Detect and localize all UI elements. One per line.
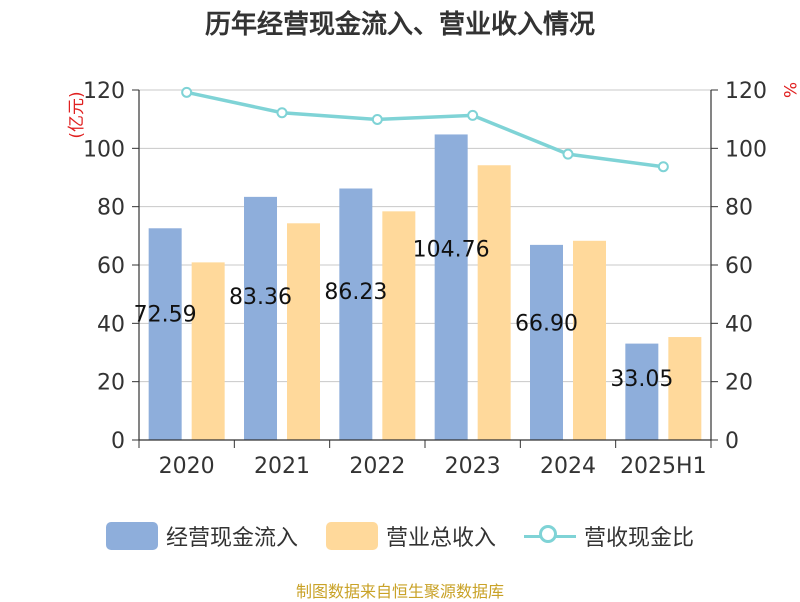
legend-label-cash-inflow: 经营现金流入 bbox=[165, 526, 298, 551]
y-tick-label: 0 bbox=[111, 429, 125, 454]
bar-revenue bbox=[668, 337, 702, 440]
y-tick-label: 80 bbox=[97, 196, 125, 221]
line-ratio bbox=[186, 90, 664, 169]
legend-item-cash-inflow[interactable]: 经营现金流入 bbox=[105, 520, 298, 552]
y2-tick-label: 20 bbox=[725, 371, 753, 396]
bar-revenue bbox=[477, 165, 511, 440]
bar-revenue bbox=[573, 240, 606, 440]
data-label: 104.76 bbox=[413, 238, 490, 263]
y-tick-label: 60 bbox=[97, 254, 125, 279]
bar-revenue bbox=[382, 211, 416, 440]
legend-item-ratio[interactable]: 营收现金比 bbox=[524, 520, 694, 552]
data-label: 72.59 bbox=[134, 302, 197, 327]
bar-cash-inflow bbox=[339, 188, 373, 440]
bar-cash-inflow bbox=[244, 196, 277, 440]
legend-swatch-revenue bbox=[325, 522, 378, 550]
y-tick-label: 120 bbox=[83, 79, 125, 104]
point-ratio bbox=[371, 113, 383, 125]
y2-tick-label: 80 bbox=[725, 196, 753, 221]
point-ratio bbox=[467, 109, 479, 121]
y-axis-label: (亿元) bbox=[67, 91, 87, 138]
data-label: 33.05 bbox=[610, 367, 673, 392]
data-label: 66.90 bbox=[515, 312, 578, 337]
point-ratio bbox=[276, 107, 288, 119]
y2-axis-label: % bbox=[779, 82, 799, 98]
source-note: 制图数据来自恒生聚源数据库 bbox=[295, 582, 504, 601]
legend-label-revenue: 营业总收入 bbox=[385, 526, 496, 551]
x-tick-label: 2021 bbox=[254, 454, 310, 479]
y2-tick-label: 0 bbox=[725, 429, 739, 454]
data-label: 86.23 bbox=[324, 280, 387, 305]
y2-tick-label: 40 bbox=[725, 312, 753, 337]
bar-cash-inflow bbox=[148, 228, 182, 440]
bar-cash-inflow bbox=[434, 134, 468, 440]
bar-revenue bbox=[287, 223, 320, 440]
legend-swatch-ratio bbox=[524, 522, 576, 550]
legend-swatch-cash-inflow bbox=[105, 522, 158, 550]
data-label: 83.36 bbox=[229, 285, 292, 310]
bar-cash-inflow bbox=[530, 244, 563, 440]
point-ratio bbox=[562, 148, 574, 160]
legend-item-revenue[interactable]: 营业总收入 bbox=[325, 520, 496, 552]
y-tick-label: 20 bbox=[97, 371, 125, 396]
y-tick-label: 100 bbox=[83, 137, 125, 162]
bar-revenue bbox=[191, 262, 225, 440]
y2-tick-label: 100 bbox=[725, 137, 767, 162]
x-tick-label: 2020 bbox=[159, 454, 215, 479]
y2-tick-label: 120 bbox=[725, 79, 767, 104]
x-tick-label: 2025H1 bbox=[620, 454, 707, 479]
y2-tick-label: 60 bbox=[725, 254, 753, 279]
x-tick-label: 2022 bbox=[349, 454, 405, 479]
chart-title: 历年经营现金流入、营业收入情况 bbox=[204, 10, 595, 40]
legend-label-ratio: 营收现金比 bbox=[584, 526, 695, 551]
point-ratio bbox=[657, 161, 669, 173]
x-tick-label: 2024 bbox=[540, 454, 596, 479]
y-tick-label: 40 bbox=[97, 312, 125, 337]
x-tick-label: 2023 bbox=[445, 454, 501, 479]
chart-legend: 经营现金流入 营业总收入 营收现金比 bbox=[0, 516, 800, 556]
point-ratio bbox=[181, 86, 193, 98]
bar-cash-inflow bbox=[625, 343, 659, 440]
